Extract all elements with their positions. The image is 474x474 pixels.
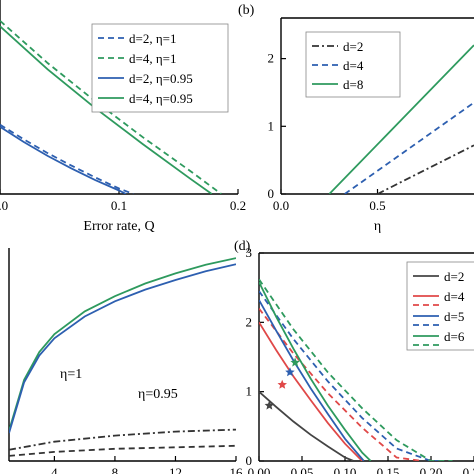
x-tick-label: 0.10 <box>334 465 357 474</box>
panel-label: (d) <box>234 239 251 254</box>
series-group <box>9 257 236 457</box>
annotation-label: η=0.95 <box>138 387 178 402</box>
y-tick-label: 3 <box>246 245 253 260</box>
panel-c: 481216Dimension, dη=1η=0.95 <box>8 248 244 474</box>
y-tick-label: 2 <box>246 314 253 329</box>
legend-box <box>305 31 401 98</box>
star-marker <box>277 379 287 389</box>
series-line-d-4 <box>344 101 474 194</box>
series-line-d-4-1 <box>0 20 222 194</box>
series-line-d-5 <box>259 299 365 461</box>
legend-entry: d=4 <box>343 58 364 73</box>
series-line-unnamed-2 <box>259 307 423 461</box>
legend-entry: d=4, η=1 <box>129 51 176 66</box>
x-axis-label: Error rate, Q <box>83 219 154 234</box>
y-tick-label: 1 <box>268 118 275 133</box>
annotation-label: η=1 <box>60 367 82 382</box>
x-tick-label: 0.25 <box>463 465 474 474</box>
x-tick-label: 0.15 <box>377 465 400 474</box>
series-line-d-8 <box>328 44 474 194</box>
x-axis-label: η <box>374 219 381 234</box>
x-tick-label: 0.5 <box>369 198 385 213</box>
series-line-d-2 <box>259 391 354 461</box>
series-group <box>0 20 222 194</box>
series-group <box>259 278 453 461</box>
star-marker <box>285 367 295 377</box>
x-tick-label: 0.20 <box>420 465 443 474</box>
y-tick-label: 2 <box>268 51 275 66</box>
series-line--0-95 <box>9 263 236 434</box>
x-tick-label: 12 <box>169 465 182 474</box>
y-tick-label: 1 <box>246 384 253 399</box>
legend-entry: d=5 <box>444 309 464 324</box>
legend-entry: d=6 <box>444 329 465 344</box>
series-line-unnamed-6 <box>259 278 453 461</box>
x-tick-label: 0.0 <box>273 198 289 213</box>
legend-entry: d=2 <box>444 269 464 284</box>
series-line-unnamed-4 <box>259 290 440 461</box>
legend-entry: d=4 <box>444 289 465 304</box>
panel-d: 0.000.050.100.150.200.250123Error rate, … <box>234 239 474 474</box>
series-line-d-2 <box>377 144 474 194</box>
legend-entry: d=2, η=1 <box>129 31 176 46</box>
legend-entry: d=4, η=0.95 <box>129 91 193 106</box>
star-marker <box>264 400 275 410</box>
panel-label: (b) <box>238 3 255 18</box>
x-tick-label: 4 <box>51 465 58 474</box>
panel-b: 0.0 0.5 0 1 2 η (b) d=2 d=4 d=8 <box>238 3 474 234</box>
series-line-d-4 <box>259 321 363 461</box>
y-tick-label: 0 <box>246 453 253 468</box>
x-tick-label: 0.2 <box>230 198 246 213</box>
panel-a: 0.0 0.1 0.2 Error rate, Q d=2, η=1 d=4, η=1 d=… <box>0 0 246 234</box>
series-line-unnamed-2 <box>9 428 236 451</box>
series-group <box>328 44 474 194</box>
series-line-d-6 <box>259 281 372 461</box>
series-line-d-4-0-95 <box>0 25 213 194</box>
x-tick-label: 0.1 <box>111 198 127 213</box>
y-tick-label: 0 <box>268 186 275 201</box>
series-line-unnamed-3 <box>9 444 236 457</box>
x-tick-label: 8 <box>112 465 119 474</box>
x-tick-label: 0.0 <box>0 198 8 213</box>
series-line--1 <box>9 257 236 431</box>
legend-entry: d=8 <box>343 77 363 92</box>
series-line-d-2-1 <box>0 123 134 194</box>
series-line-d-2-0-95 <box>0 126 127 194</box>
legend-entry: d=2, η=0.95 <box>129 71 193 86</box>
x-tick-label: 0.00 <box>248 465 271 474</box>
star-marker <box>290 357 300 367</box>
x-tick-label: 16 <box>230 465 244 474</box>
x-tick-label: 0.05 <box>291 465 314 474</box>
legend-entry: d=2 <box>343 39 363 54</box>
